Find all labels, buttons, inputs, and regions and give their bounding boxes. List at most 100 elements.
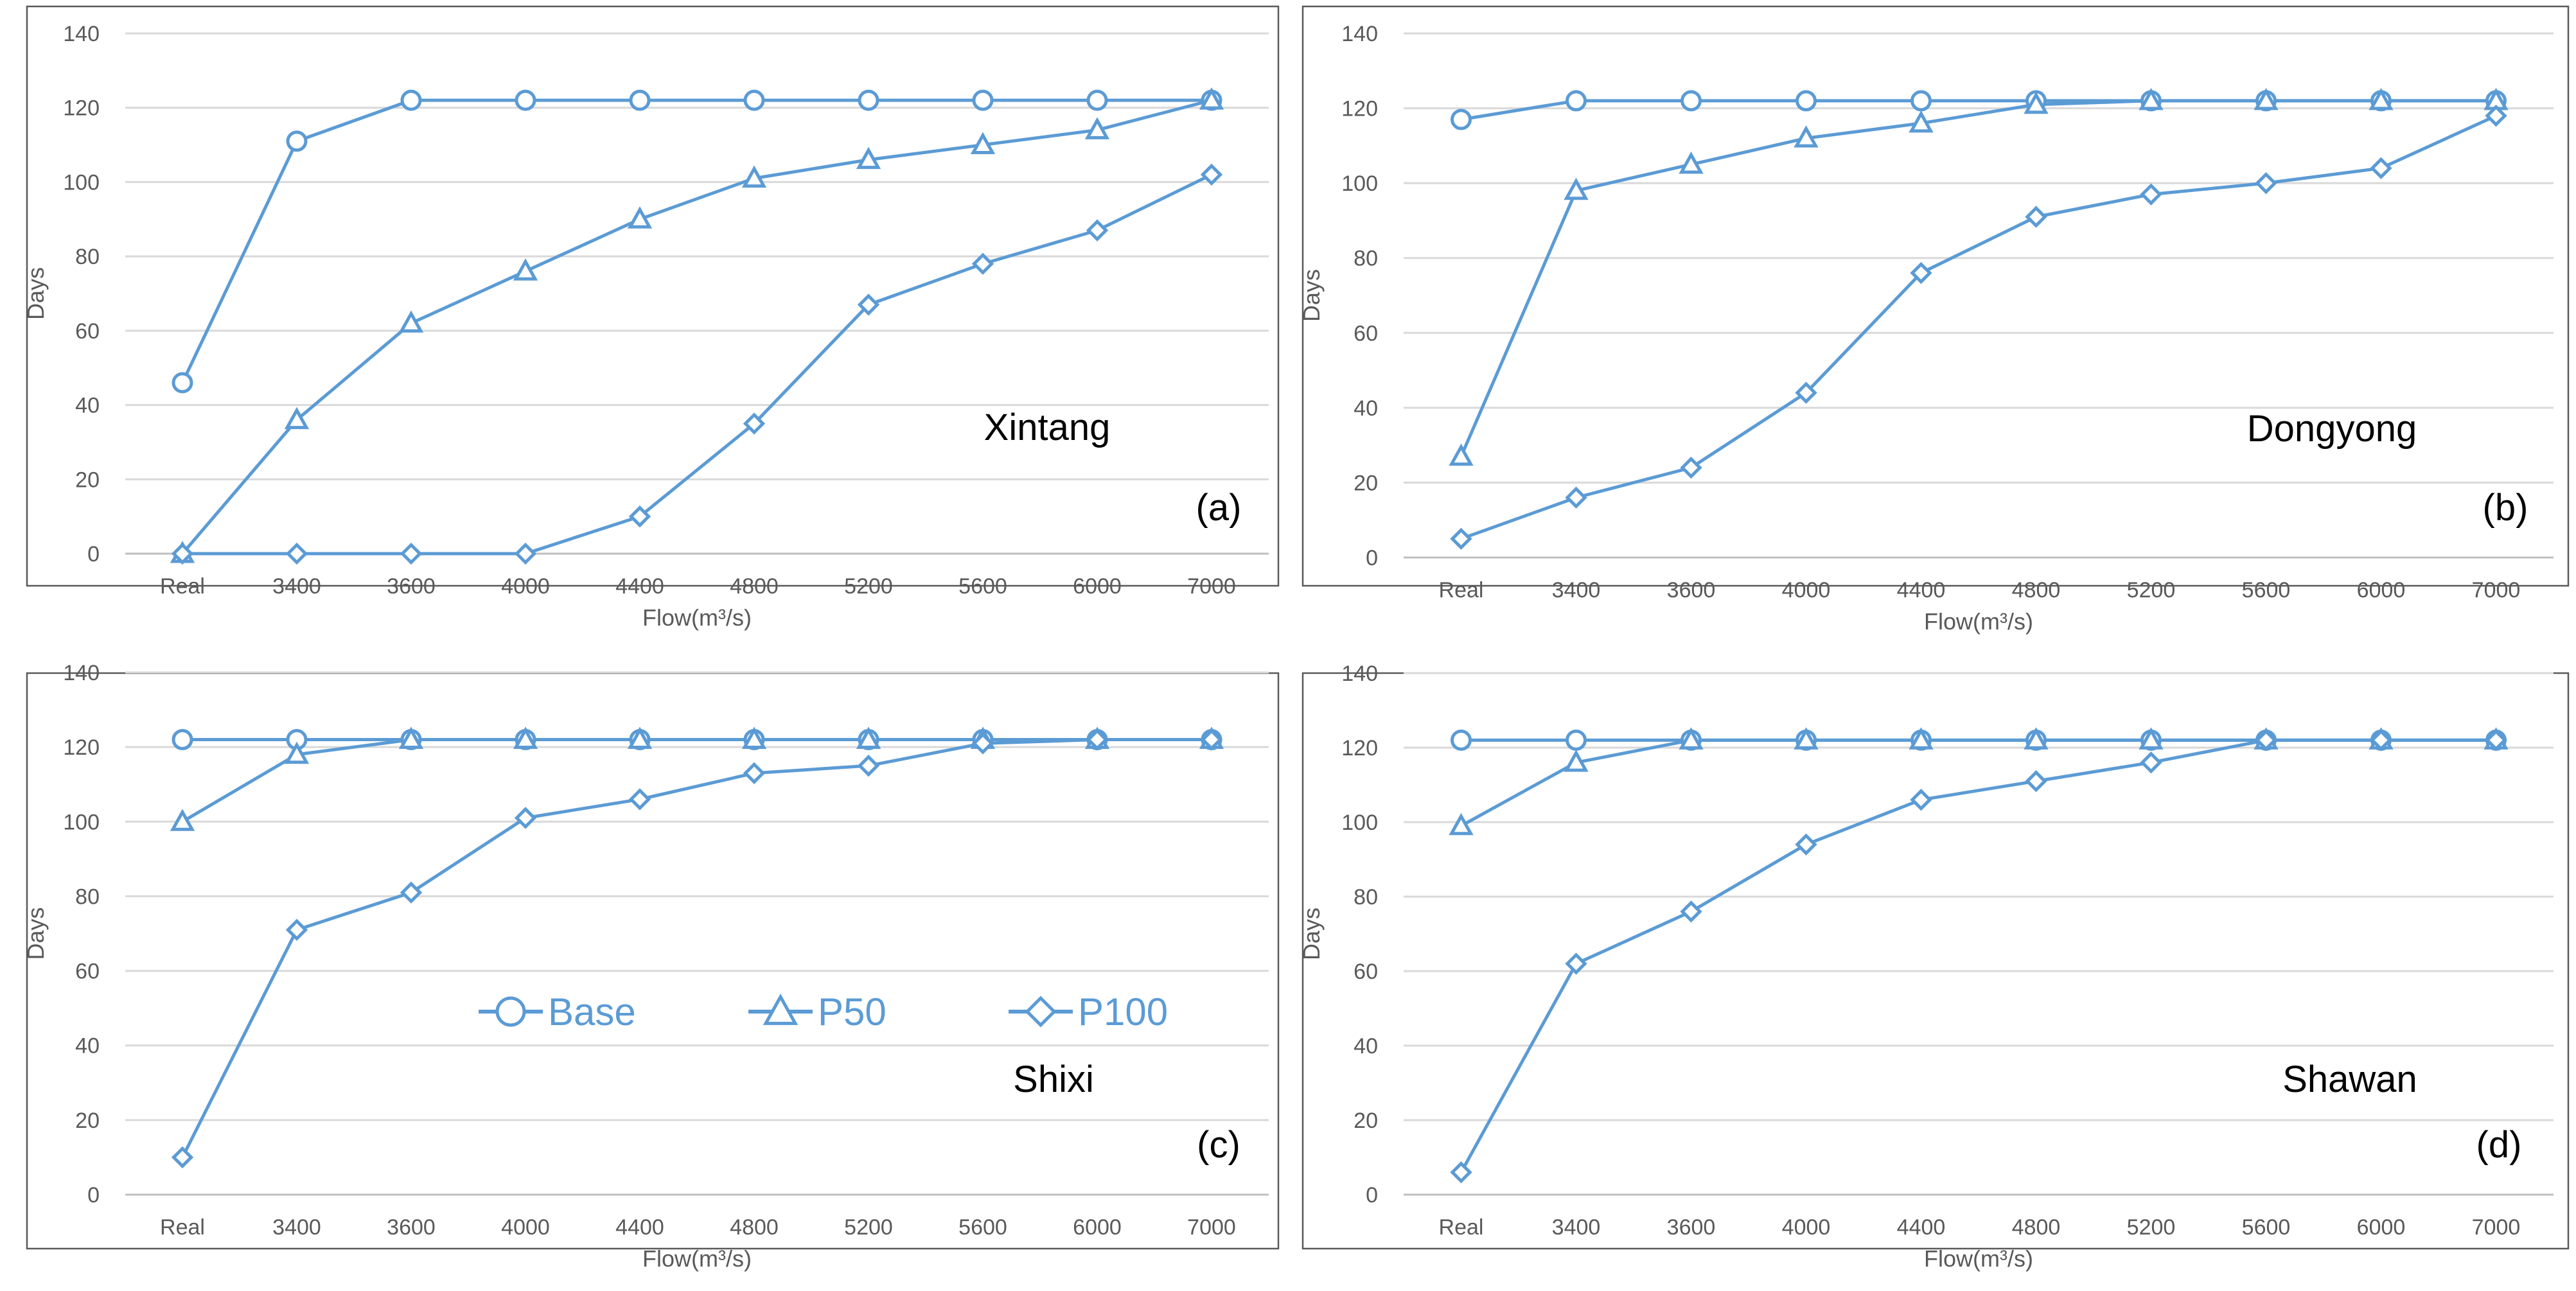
y-tick-label: 140 <box>63 22 100 46</box>
data-point-p50 <box>741 165 767 188</box>
data-point-p50 <box>2024 727 2049 750</box>
x-tick-label: 4000 <box>501 574 550 599</box>
y-tick-label: 60 <box>1354 321 1378 346</box>
y-tick-label: 100 <box>63 170 100 195</box>
data-point-p50 <box>627 206 653 229</box>
data-point-p50 <box>513 726 538 749</box>
y-tick-label: 40 <box>1354 1034 1378 1058</box>
chart-panel-d: 0 20 40 60 80 100 120 140 Real 3400 3600 4000 4400 48… <box>1298 662 2570 1272</box>
data-point-base <box>1795 90 1817 112</box>
data-point-p50 <box>2369 87 2394 110</box>
panel-frame <box>1301 5 2570 587</box>
series-line-p100 <box>1460 738 2496 1173</box>
data-point-p50 <box>2139 727 2164 750</box>
y-tick-label: 40 <box>75 1034 100 1058</box>
x-tick-label: 3400 <box>272 574 321 599</box>
x-tick-label: 7000 <box>2472 578 2521 602</box>
data-point-p100 <box>2255 171 2277 195</box>
data-point-p100 <box>1086 728 1109 751</box>
y-tick-label: 120 <box>63 735 100 760</box>
series-line-p100 <box>181 738 1212 1159</box>
y-tick-label: 100 <box>1341 171 1378 196</box>
panel-letter: (a) <box>1196 487 1242 529</box>
data-point-p100 <box>857 754 880 777</box>
x-tick-label: 5600 <box>958 1215 1007 1240</box>
x-tick-label: 7000 <box>2472 1215 2521 1240</box>
x-tick-label: 3600 <box>387 1215 436 1240</box>
chart-panel-a: 0 20 40 60 80 100 120 140 Real 3400 3600 4000 4400 48… <box>22 5 1280 631</box>
series-line-p100 <box>1460 114 2497 541</box>
y-tick-label: 80 <box>75 245 100 269</box>
y-axis-title: Days <box>1298 269 1325 322</box>
data-point-p100 <box>514 542 537 565</box>
y-tick-label: 140 <box>63 661 100 685</box>
data-point-p100 <box>2140 183 2162 206</box>
data-point-p100 <box>2370 729 2392 751</box>
data-point-p50 <box>170 809 195 831</box>
data-point-p100 <box>1086 219 1109 242</box>
data-point-p100 <box>857 294 880 316</box>
data-point-base <box>972 89 994 111</box>
y-axis-title: Days <box>22 267 49 320</box>
data-point-p100 <box>1200 728 1223 751</box>
y-tick-label: 20 <box>1354 1109 1378 1133</box>
x-tick-label: 4400 <box>615 1215 664 1240</box>
y-tick-label: 60 <box>1354 960 1378 984</box>
data-point-base <box>172 372 193 394</box>
data-point-p100 <box>1680 900 1702 923</box>
data-point-base <box>1451 729 1472 751</box>
x-tick-label: 6000 <box>2357 1215 2406 1240</box>
legend-label-base: Base <box>548 990 636 1033</box>
data-point-p100 <box>2485 105 2507 127</box>
series-line-base <box>1461 99 2496 121</box>
data-point-p100 <box>1795 382 1817 404</box>
data-point-p50 <box>284 407 310 430</box>
x-tick-label: 4000 <box>501 1215 550 1240</box>
data-point-p100 <box>1565 953 1587 975</box>
x-tick-label: Real <box>160 574 205 599</box>
y-tick-label: 80 <box>1354 247 1378 271</box>
y-tick-label: 20 <box>75 1109 100 1133</box>
data-point-base <box>515 89 536 111</box>
y-tick-label: 60 <box>75 319 100 344</box>
x-tick-label: 4000 <box>1782 578 1831 602</box>
x-tick-label: 4400 <box>1897 578 1946 602</box>
y-axis-title: Days <box>1298 908 1325 960</box>
y-tick-label: 20 <box>1354 471 1378 495</box>
x-tick-label: 5200 <box>844 574 893 599</box>
data-point-p50 <box>970 132 996 155</box>
x-tick-label: 7000 <box>1187 574 1236 599</box>
x-tick-label: Real <box>160 1215 205 1240</box>
x-tick-label: 5600 <box>958 574 1007 599</box>
data-point-p50 <box>741 726 767 749</box>
data-point-p100 <box>1795 833 1817 856</box>
data-point-p50 <box>1794 125 1819 148</box>
data-point-p100 <box>743 762 766 784</box>
data-point-p50 <box>1449 443 1474 466</box>
x-tick-label: Real <box>1439 578 1484 602</box>
series-line-p50 <box>1460 738 2496 827</box>
data-point-p100 <box>1450 527 1472 550</box>
legend: Base P50 P100 <box>479 990 1168 1033</box>
x-tick-label: 5600 <box>2242 578 2291 602</box>
x-axis-title: Flow(m³/s) <box>642 604 752 631</box>
series-line-p50 <box>181 98 1212 555</box>
x-tick-label: 6000 <box>1073 1215 1122 1240</box>
legend-marker-base <box>495 996 526 1027</box>
x-tick-label: 3400 <box>272 1215 321 1240</box>
x-axis-title: Flow(m³/s) <box>1924 608 2033 635</box>
site-label: Dongyong <box>2247 408 2417 450</box>
x-axis-title: Flow(m³/s) <box>642 1245 752 1272</box>
x-tick-label: Real <box>1439 1215 1484 1240</box>
legend-label-p50: P50 <box>818 990 887 1033</box>
data-point-p50 <box>284 741 310 764</box>
x-tick-label: 4400 <box>615 574 664 599</box>
y-tick-label: 60 <box>75 960 100 984</box>
legend-marker-p50 <box>763 993 798 1025</box>
y-tick-label: 100 <box>63 810 100 834</box>
x-tick-label: 6000 <box>2357 578 2406 602</box>
data-point-p100 <box>628 505 651 528</box>
data-point-p50 <box>1564 750 1589 772</box>
data-point-p100 <box>1910 261 1932 285</box>
data-point-p50 <box>1084 117 1110 139</box>
